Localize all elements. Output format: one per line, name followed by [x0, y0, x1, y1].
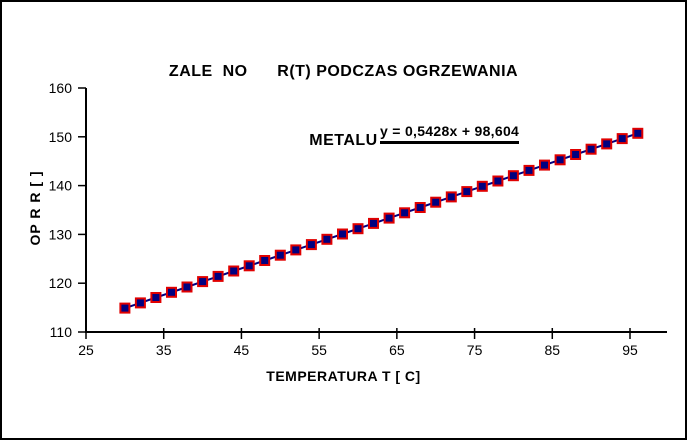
data-point-marker — [414, 202, 426, 213]
data-point-marker — [601, 138, 613, 150]
data-point-marker — [305, 239, 317, 251]
x-tick-label: 95 — [622, 342, 638, 358]
data-point-marker — [383, 212, 395, 224]
y-tick-label: 140 — [49, 178, 73, 194]
data-point-marker — [445, 191, 457, 203]
data-point-marker — [368, 217, 379, 229]
data-point-marker — [461, 186, 473, 198]
y-tick-label: 130 — [49, 226, 73, 242]
chart-title-line2: METALU — [309, 132, 378, 149]
data-point-marker — [243, 260, 255, 272]
x-axis-title: TEMPERATURA T [ C] — [266, 368, 421, 384]
data-point-marker — [134, 297, 146, 309]
x-tick-label: 85 — [544, 342, 560, 358]
data-point-marker — [197, 276, 209, 288]
x-tick-label: 55 — [311, 342, 327, 358]
data-point-marker — [523, 164, 535, 176]
chart-title: ZALE NO R(T) PODCZAS OGRZEWANIA METALU — [2, 14, 685, 198]
data-point-marker — [274, 249, 286, 261]
data-point-marker — [430, 196, 442, 208]
trendline — [124, 132, 639, 310]
data-point-marker — [228, 265, 240, 277]
data-point-marker — [321, 233, 333, 245]
data-point-marker — [150, 292, 162, 303]
data-point-marker — [570, 149, 582, 160]
data-point-marker — [259, 255, 271, 266]
y-tick-label: 150 — [49, 129, 73, 145]
data-point-marker — [554, 154, 566, 166]
data-point-marker — [632, 127, 644, 139]
data-point-marker — [337, 228, 348, 240]
x-tick-label: 35 — [156, 342, 172, 358]
data-point-marker — [492, 175, 504, 187]
y-tick-label: 120 — [49, 275, 73, 291]
trendline-equation-label: y = 0,5428x + 98,604 — [380, 123, 520, 144]
x-tick-label: 65 — [389, 342, 405, 358]
data-point-marker — [476, 180, 488, 192]
data-point-marker — [166, 286, 177, 298]
chart-title-line1: ZALE NO R(T) PODCZAS OGRZEWANIA — [168, 63, 519, 80]
data-point-marker — [212, 270, 224, 282]
y-tick-label: 160 — [49, 80, 73, 96]
y-tick-label: 110 — [50, 324, 73, 340]
y-axis-title: OP R R [ ] — [27, 170, 43, 246]
x-tick-label: 25 — [78, 342, 94, 358]
data-point-marker — [399, 207, 411, 219]
data-point-marker — [616, 133, 628, 145]
data-point-marker — [539, 159, 550, 171]
data-point-marker — [181, 281, 193, 293]
x-tick-label: 75 — [467, 342, 483, 358]
data-point-marker — [352, 223, 364, 235]
data-point-marker — [290, 244, 302, 256]
data-point-marker — [119, 302, 131, 314]
data-point-marker — [507, 170, 519, 182]
data-point-marker — [585, 143, 597, 155]
x-tick-label: 45 — [234, 342, 250, 358]
